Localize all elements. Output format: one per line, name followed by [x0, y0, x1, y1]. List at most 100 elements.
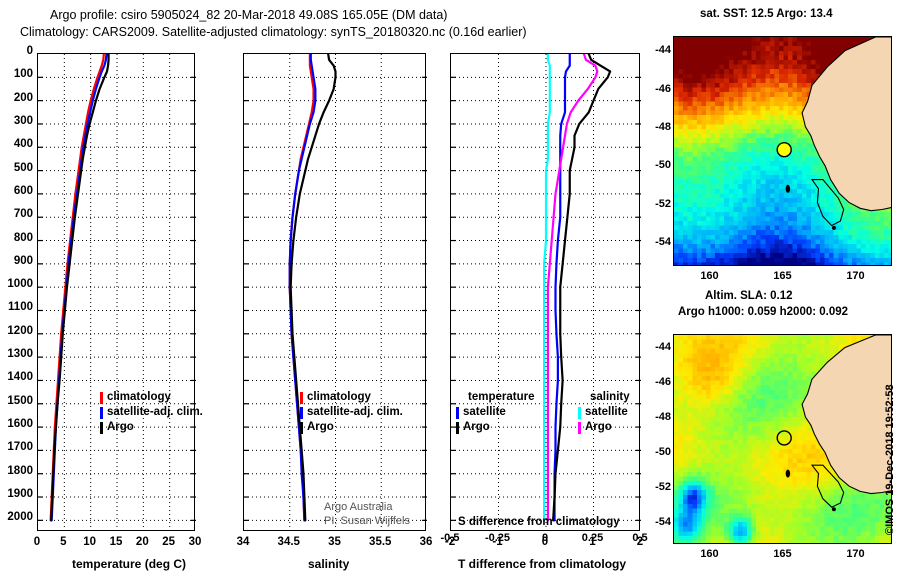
difference-temperature-legend: temperature satellite Argo: [456, 390, 534, 435]
map-longitude-tick: 160: [700, 548, 719, 560]
map-latitude-tick: -44: [655, 341, 671, 353]
legend-label: climatology: [107, 391, 171, 403]
x-tick-label: 36: [419, 536, 433, 548]
map-latitude-tick: -50: [655, 446, 671, 458]
depth-tick-label: 1800: [7, 464, 33, 477]
legend-item: climatology: [100, 390, 203, 405]
depth-tick-label: 2000: [7, 511, 33, 524]
map-latitude-tick: -54: [655, 236, 671, 248]
x-tick-label: -1: [492, 536, 503, 548]
s-difference-tick-label: 0.25: [581, 532, 604, 544]
legend-item: satellite: [578, 405, 630, 420]
legend-item: satellite-adj. clim.: [100, 405, 203, 420]
s-difference-axis-label: S difference from climatology: [458, 516, 620, 528]
x-tick-label: 5: [60, 536, 67, 548]
map-latitude-tick: -44: [655, 44, 671, 57]
map-latitude-tick: -52: [655, 481, 671, 493]
difference-salinity-legend: salinity satellite Argo: [578, 390, 630, 435]
legend-color-swatch: [100, 421, 103, 434]
depth-tick-label: 600: [13, 184, 33, 197]
legend-color-swatch: [456, 421, 459, 434]
data-credit: Argo Australia PI: Susan Wijffels: [324, 500, 410, 528]
legend-label: satellite: [463, 406, 506, 418]
credit-org: Argo Australia: [324, 501, 393, 513]
map-latitude-tick: -50: [655, 159, 671, 172]
map-latitude-tick: -52: [655, 197, 671, 210]
legend-group-header: temperature: [468, 391, 535, 403]
salinity-legend: climatology satellite-adj. clim. Argo: [300, 390, 403, 435]
map-longitude-tick: 165: [773, 270, 792, 282]
map-latitude-tick: -46: [655, 82, 671, 95]
plot-title-line2: Climatology: CARS2009. Satellite-adjuste…: [20, 25, 527, 39]
map-longitude-tick: 170: [846, 270, 865, 282]
legend-label: Argo: [463, 421, 490, 433]
legend-item: Argo: [100, 420, 203, 435]
legend-item: Argo: [300, 420, 403, 435]
s-difference-tick-label: -0.25: [484, 532, 511, 544]
depth-tick-label: 100: [13, 68, 33, 81]
x-tick-label: 35.5: [369, 536, 392, 548]
legend-label: climatology: [307, 391, 371, 403]
sla-map: [673, 334, 892, 544]
legend-item: satellite: [456, 405, 534, 420]
map-longitude-tick: 170: [846, 548, 865, 560]
map-longitude-tick: 160: [700, 270, 719, 282]
legend-label: satellite-adj. clim.: [307, 406, 403, 418]
x-tick-label: 0: [33, 536, 41, 548]
x-tick-label: 0: [541, 536, 549, 548]
legend-color-swatch: [578, 421, 581, 434]
legend-item: Argo: [456, 420, 534, 435]
depth-tick-label: 1200: [7, 324, 33, 337]
depth-tick-label: 1900: [7, 488, 33, 501]
depth-tick-label: 900: [13, 254, 33, 267]
depth-tick-label: 500: [13, 161, 33, 174]
depth-tick-label: 700: [13, 208, 33, 221]
x-tick-label: 34: [236, 536, 250, 548]
legend-label: satellite: [585, 406, 628, 418]
legend-label: satellite-adj. clim.: [107, 406, 203, 418]
depth-tick-label: 1100: [8, 301, 33, 314]
depth-tick-label: 1600: [7, 418, 33, 431]
imos-timestamp: ©IMOS 19-Dec-2018 19:52:58: [884, 384, 896, 535]
x-tick-label: 2: [636, 536, 644, 548]
x-tick-label: 10: [83, 536, 97, 548]
legend-color-swatch: [100, 406, 103, 419]
difference-profile-panel: [450, 53, 641, 532]
legend-color-swatch: [456, 406, 459, 419]
t-difference-axis-label: T difference from climatology: [458, 557, 627, 571]
x-tick-label: 30: [188, 536, 202, 548]
x-tick-label: -2: [444, 536, 456, 548]
legend-color-swatch: [100, 391, 103, 404]
map-latitude-tick: -46: [655, 376, 671, 388]
legend-item: climatology: [300, 390, 403, 405]
depth-tick-label: 1500: [7, 394, 33, 407]
depth-tick-label: 300: [13, 114, 33, 127]
plot-title-line1: Argo profile: csiro 5905024_82 20-Mar-20…: [50, 8, 448, 22]
x-tick-label: 15: [109, 536, 123, 548]
depth-tick-label: 0: [26, 45, 33, 57]
x-tick-label: 20: [135, 536, 149, 548]
temperature-legend: climatology satellite-adj. clim. Argo: [100, 390, 203, 435]
x-tick-label: 25: [162, 536, 176, 548]
depth-tick-label: 1400: [7, 371, 33, 384]
legend-group-header: salinity: [590, 391, 630, 403]
x-tick-label: 35: [328, 536, 341, 548]
sst-map: [673, 36, 892, 266]
temperature-profile-panel: [37, 53, 196, 532]
map-latitude-tick: -54: [655, 516, 671, 528]
legend-color-swatch: [300, 391, 303, 404]
map-latitude-tick: -48: [655, 121, 671, 133]
depth-tick-label: 1300: [7, 348, 33, 361]
s-difference-tick-label: -0.5: [440, 532, 460, 544]
credit-pi: PI: Susan Wijffels: [324, 515, 410, 527]
s-difference-tick-label: 0.5: [632, 532, 648, 544]
x-tick-label: 1: [589, 536, 596, 548]
sst-map-title: sat. SST: 12.5 Argo: 13.4: [700, 8, 833, 20]
map-latitude-tick: -48: [655, 411, 671, 423]
legend-color-swatch: [578, 406, 581, 419]
legend-item: satellite-adj. clim.: [300, 405, 403, 420]
sla-map-title-line1: Altim. SLA: 0.12: [705, 290, 793, 302]
sla-map-title-line2: Argo h1000: 0.059 h2000: 0.092: [678, 306, 849, 318]
map-longitude-tick: 165: [773, 548, 792, 560]
depth-tick-label: 800: [13, 231, 33, 244]
